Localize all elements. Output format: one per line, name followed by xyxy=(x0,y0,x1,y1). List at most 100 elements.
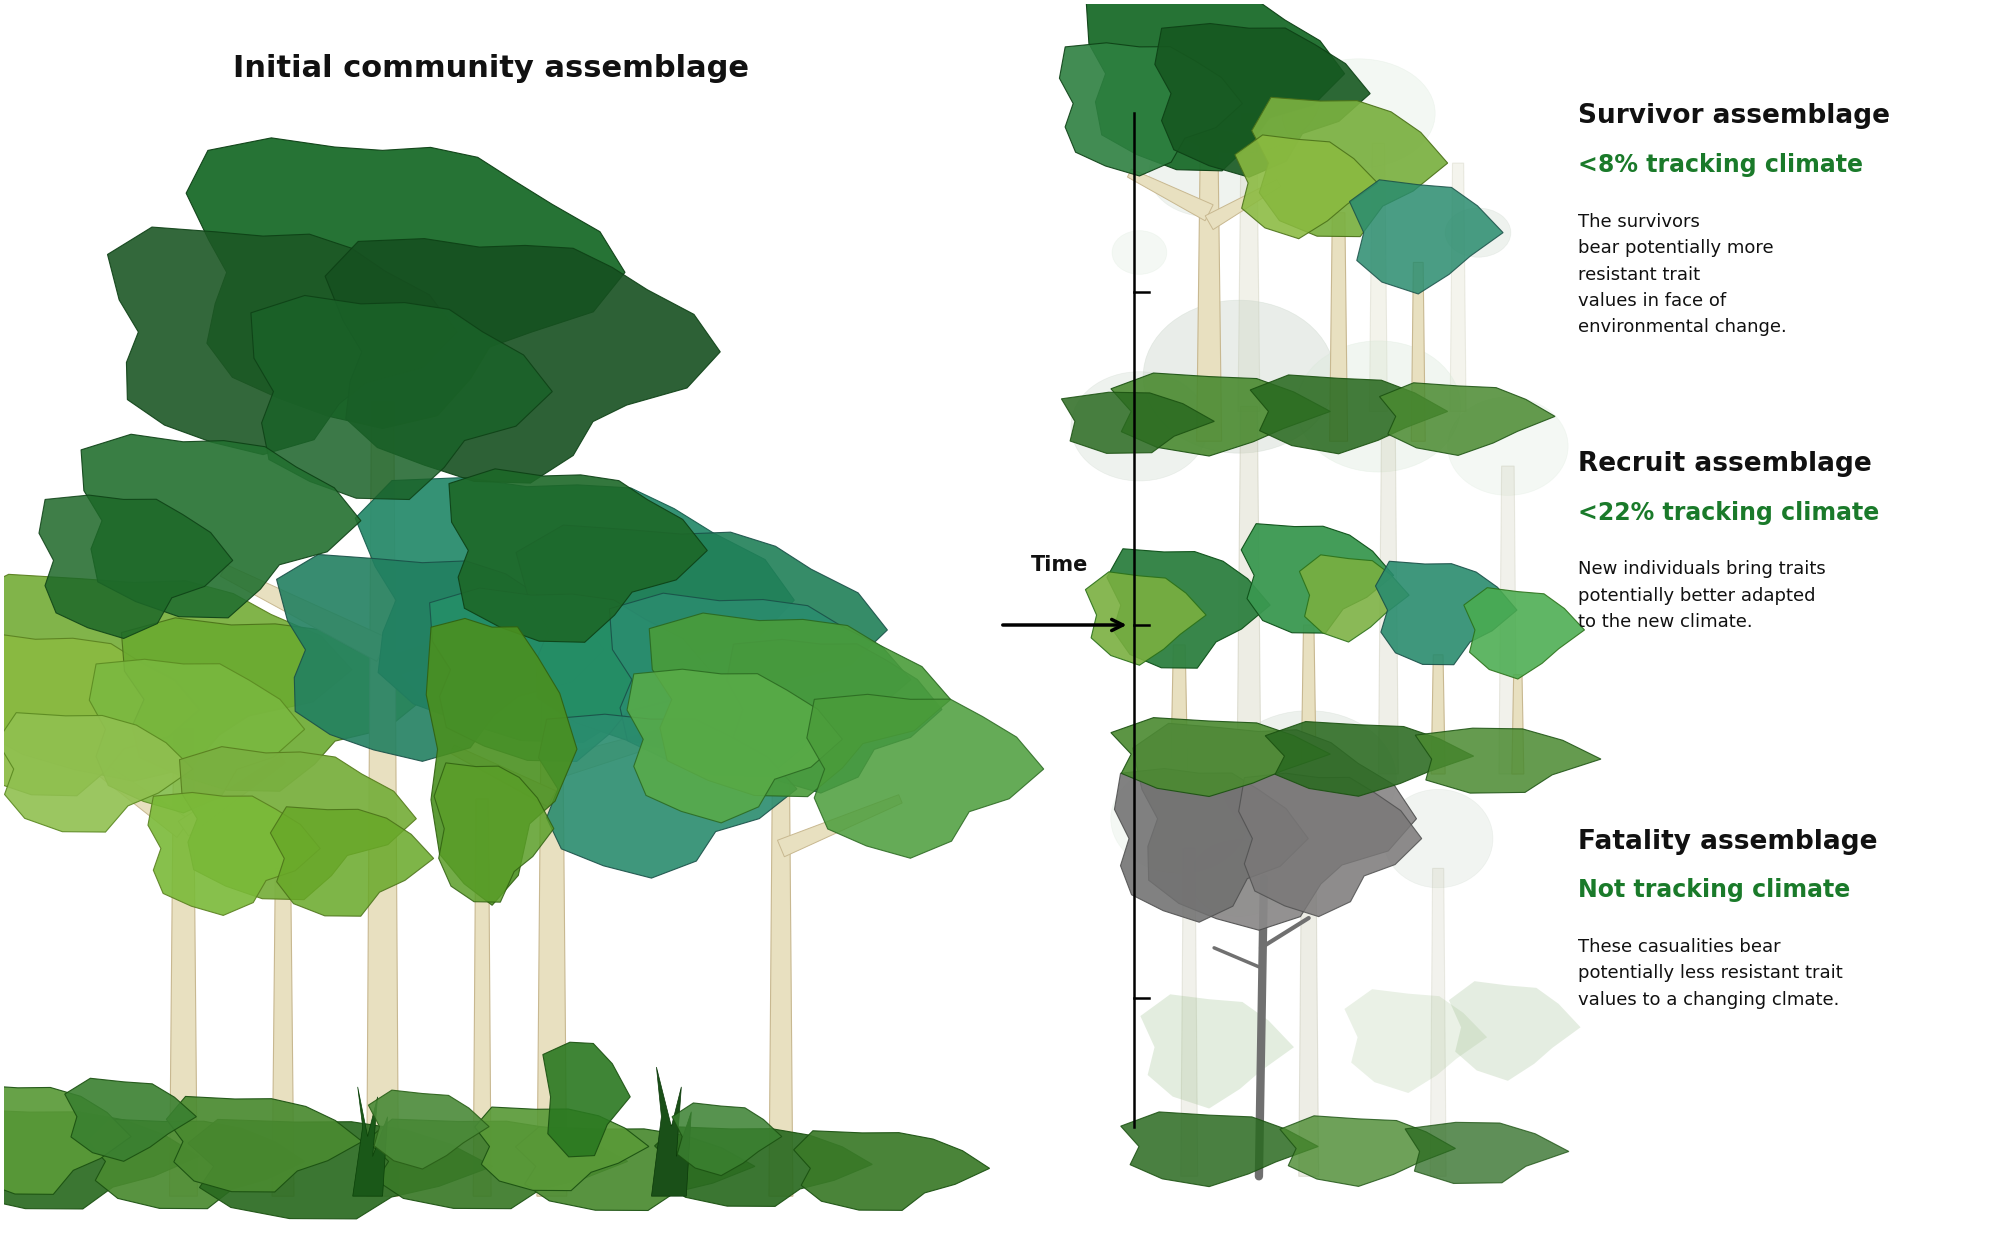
Polygon shape xyxy=(0,712,192,832)
Ellipse shape xyxy=(1110,764,1248,874)
Polygon shape xyxy=(1120,1112,1318,1186)
Polygon shape xyxy=(1132,724,1416,930)
Polygon shape xyxy=(726,640,942,792)
Polygon shape xyxy=(70,745,190,838)
Polygon shape xyxy=(170,729,198,1196)
Polygon shape xyxy=(430,588,710,761)
Polygon shape xyxy=(650,612,950,796)
Polygon shape xyxy=(90,659,304,812)
Polygon shape xyxy=(1406,1122,1568,1184)
Polygon shape xyxy=(1266,721,1474,796)
Ellipse shape xyxy=(1448,398,1568,495)
Polygon shape xyxy=(1250,375,1448,454)
Polygon shape xyxy=(542,1042,630,1156)
Ellipse shape xyxy=(1384,790,1492,888)
Text: Initial community assemblage: Initial community assemblage xyxy=(234,54,750,84)
Polygon shape xyxy=(778,795,902,856)
Polygon shape xyxy=(1238,114,1260,411)
Polygon shape xyxy=(654,1126,872,1206)
Polygon shape xyxy=(1432,655,1446,774)
Polygon shape xyxy=(1376,561,1516,665)
Polygon shape xyxy=(0,1110,200,1209)
Ellipse shape xyxy=(1144,300,1334,454)
Polygon shape xyxy=(368,1090,490,1169)
Polygon shape xyxy=(1370,144,1388,411)
Text: <8% tracking climate: <8% tracking climate xyxy=(1578,154,1862,178)
Text: Fatality assemblage: Fatality assemblage xyxy=(1578,829,1878,855)
Polygon shape xyxy=(270,806,434,916)
Polygon shape xyxy=(806,694,1044,859)
Polygon shape xyxy=(1344,989,1488,1092)
Polygon shape xyxy=(548,714,722,780)
Polygon shape xyxy=(474,799,492,1196)
Polygon shape xyxy=(516,525,888,752)
Text: These casualities bear
potentially less resistant trait
values to a changing clm: These casualities bear potentially less … xyxy=(1578,938,1842,1009)
Polygon shape xyxy=(1380,382,1556,455)
Polygon shape xyxy=(1238,774,1422,916)
Polygon shape xyxy=(536,670,566,1196)
Text: <22% tracking climate: <22% tracking climate xyxy=(1578,501,1878,525)
Polygon shape xyxy=(272,869,294,1196)
Polygon shape xyxy=(1330,213,1348,441)
Polygon shape xyxy=(378,605,554,680)
Text: The survivors
bear potentially more
resistant trait
values in face of
environmen: The survivors bear potentially more resi… xyxy=(1578,213,1786,336)
Ellipse shape xyxy=(1296,341,1460,472)
Polygon shape xyxy=(366,1119,628,1209)
Polygon shape xyxy=(1448,981,1580,1081)
Polygon shape xyxy=(1128,169,1214,221)
Ellipse shape xyxy=(1148,129,1270,216)
Polygon shape xyxy=(1180,849,1198,1176)
Polygon shape xyxy=(516,1128,754,1210)
Polygon shape xyxy=(474,1108,648,1190)
Polygon shape xyxy=(356,478,794,742)
Polygon shape xyxy=(1062,392,1214,454)
Polygon shape xyxy=(38,495,232,639)
Polygon shape xyxy=(1378,436,1398,774)
Polygon shape xyxy=(434,762,554,902)
Polygon shape xyxy=(426,619,576,905)
Polygon shape xyxy=(1430,869,1446,1176)
Polygon shape xyxy=(1110,718,1330,796)
Polygon shape xyxy=(628,669,842,822)
Text: New individuals bring traits
potentially better adapted
to the new climate.: New individuals bring traits potentially… xyxy=(1578,560,1826,631)
Polygon shape xyxy=(450,745,556,806)
Ellipse shape xyxy=(1446,208,1510,258)
Polygon shape xyxy=(186,138,624,429)
Polygon shape xyxy=(1110,372,1330,456)
Polygon shape xyxy=(1242,524,1394,632)
Polygon shape xyxy=(108,228,458,455)
Polygon shape xyxy=(178,755,286,836)
Polygon shape xyxy=(180,746,416,900)
Polygon shape xyxy=(1170,645,1188,774)
Polygon shape xyxy=(166,1096,362,1192)
Text: Recruit assemblage: Recruit assemblage xyxy=(1578,451,1872,478)
Polygon shape xyxy=(122,618,422,791)
Polygon shape xyxy=(86,1119,304,1209)
Polygon shape xyxy=(250,295,552,500)
Polygon shape xyxy=(148,792,320,915)
Polygon shape xyxy=(610,594,910,776)
Polygon shape xyxy=(0,574,352,781)
Polygon shape xyxy=(672,1102,782,1175)
Polygon shape xyxy=(1280,1116,1456,1186)
Text: Time: Time xyxy=(1032,555,1088,575)
Polygon shape xyxy=(1512,675,1524,774)
Polygon shape xyxy=(352,1088,388,1196)
Polygon shape xyxy=(326,239,720,482)
Polygon shape xyxy=(1302,625,1316,774)
Polygon shape xyxy=(768,749,792,1196)
Ellipse shape xyxy=(1156,34,1322,154)
Polygon shape xyxy=(794,1131,990,1210)
Polygon shape xyxy=(366,401,398,1196)
Ellipse shape xyxy=(1112,231,1166,274)
Polygon shape xyxy=(188,1120,492,1219)
Polygon shape xyxy=(1298,819,1318,1176)
Polygon shape xyxy=(1140,994,1294,1109)
Text: Not tracking climate: Not tracking climate xyxy=(1578,879,1850,902)
Polygon shape xyxy=(0,1085,132,1194)
Polygon shape xyxy=(1196,134,1222,441)
Polygon shape xyxy=(1238,406,1260,774)
Ellipse shape xyxy=(1282,59,1436,168)
Text: Survivor assemblage: Survivor assemblage xyxy=(1578,104,1890,130)
Polygon shape xyxy=(1234,135,1378,239)
